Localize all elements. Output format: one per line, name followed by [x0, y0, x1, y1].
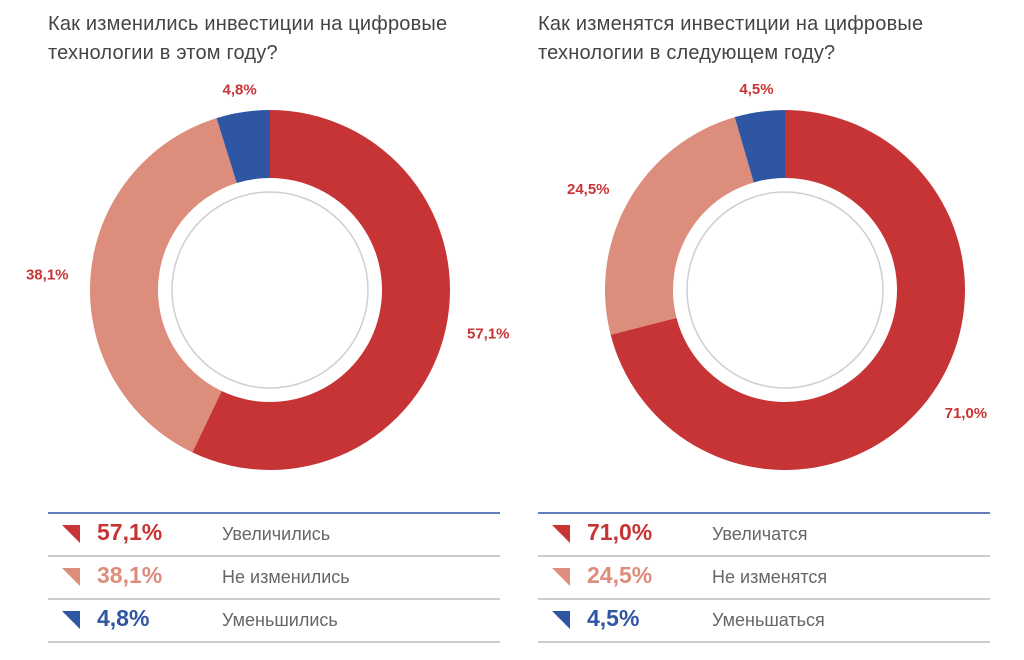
- chart-title: Как изменились инвестиции на цифровые те…: [48, 13, 448, 64]
- data-label: 24,5%: [567, 181, 610, 198]
- donut-segment: [192, 110, 451, 471]
- legend-value: 38,1%: [97, 562, 162, 588]
- legend-marker: [62, 568, 80, 586]
- legend-label: Уменьшились: [222, 610, 338, 630]
- data-label: 38,1%: [26, 266, 69, 283]
- donut-segment: [216, 110, 270, 184]
- data-label: 4,5%: [739, 81, 773, 98]
- legend-marker: [62, 525, 80, 543]
- legend-marker: [552, 525, 570, 543]
- chart-title: Как изменятся инвестиции на цифровые тех…: [538, 13, 924, 64]
- data-label: 57,1%: [467, 326, 510, 343]
- donut-segment: [604, 117, 754, 335]
- legend-value: 4,5%: [587, 605, 639, 631]
- legend-value: 24,5%: [587, 562, 652, 588]
- donut-segment: [90, 118, 237, 453]
- inner-ring: [171, 191, 369, 389]
- legend-label: Уменьшаться: [712, 610, 825, 630]
- legend-marker: [62, 611, 80, 629]
- legend-label: Не изменились: [222, 567, 350, 587]
- inner-ring: [686, 191, 884, 389]
- legend-marker: [552, 568, 570, 586]
- data-label: 71,0%: [945, 405, 988, 422]
- legend-label: Увеличились: [222, 524, 330, 544]
- legend-value: 57,1%: [97, 519, 162, 545]
- donut-segment: [610, 110, 965, 470]
- legend-label: Не изменятся: [712, 567, 827, 587]
- data-label: 4,8%: [223, 81, 257, 98]
- legend-value: 71,0%: [587, 519, 652, 545]
- legend-label: Увеличатся: [712, 524, 808, 544]
- legend-marker: [552, 611, 570, 629]
- donut-segment: [734, 110, 785, 183]
- legend-value: 4,8%: [97, 605, 149, 631]
